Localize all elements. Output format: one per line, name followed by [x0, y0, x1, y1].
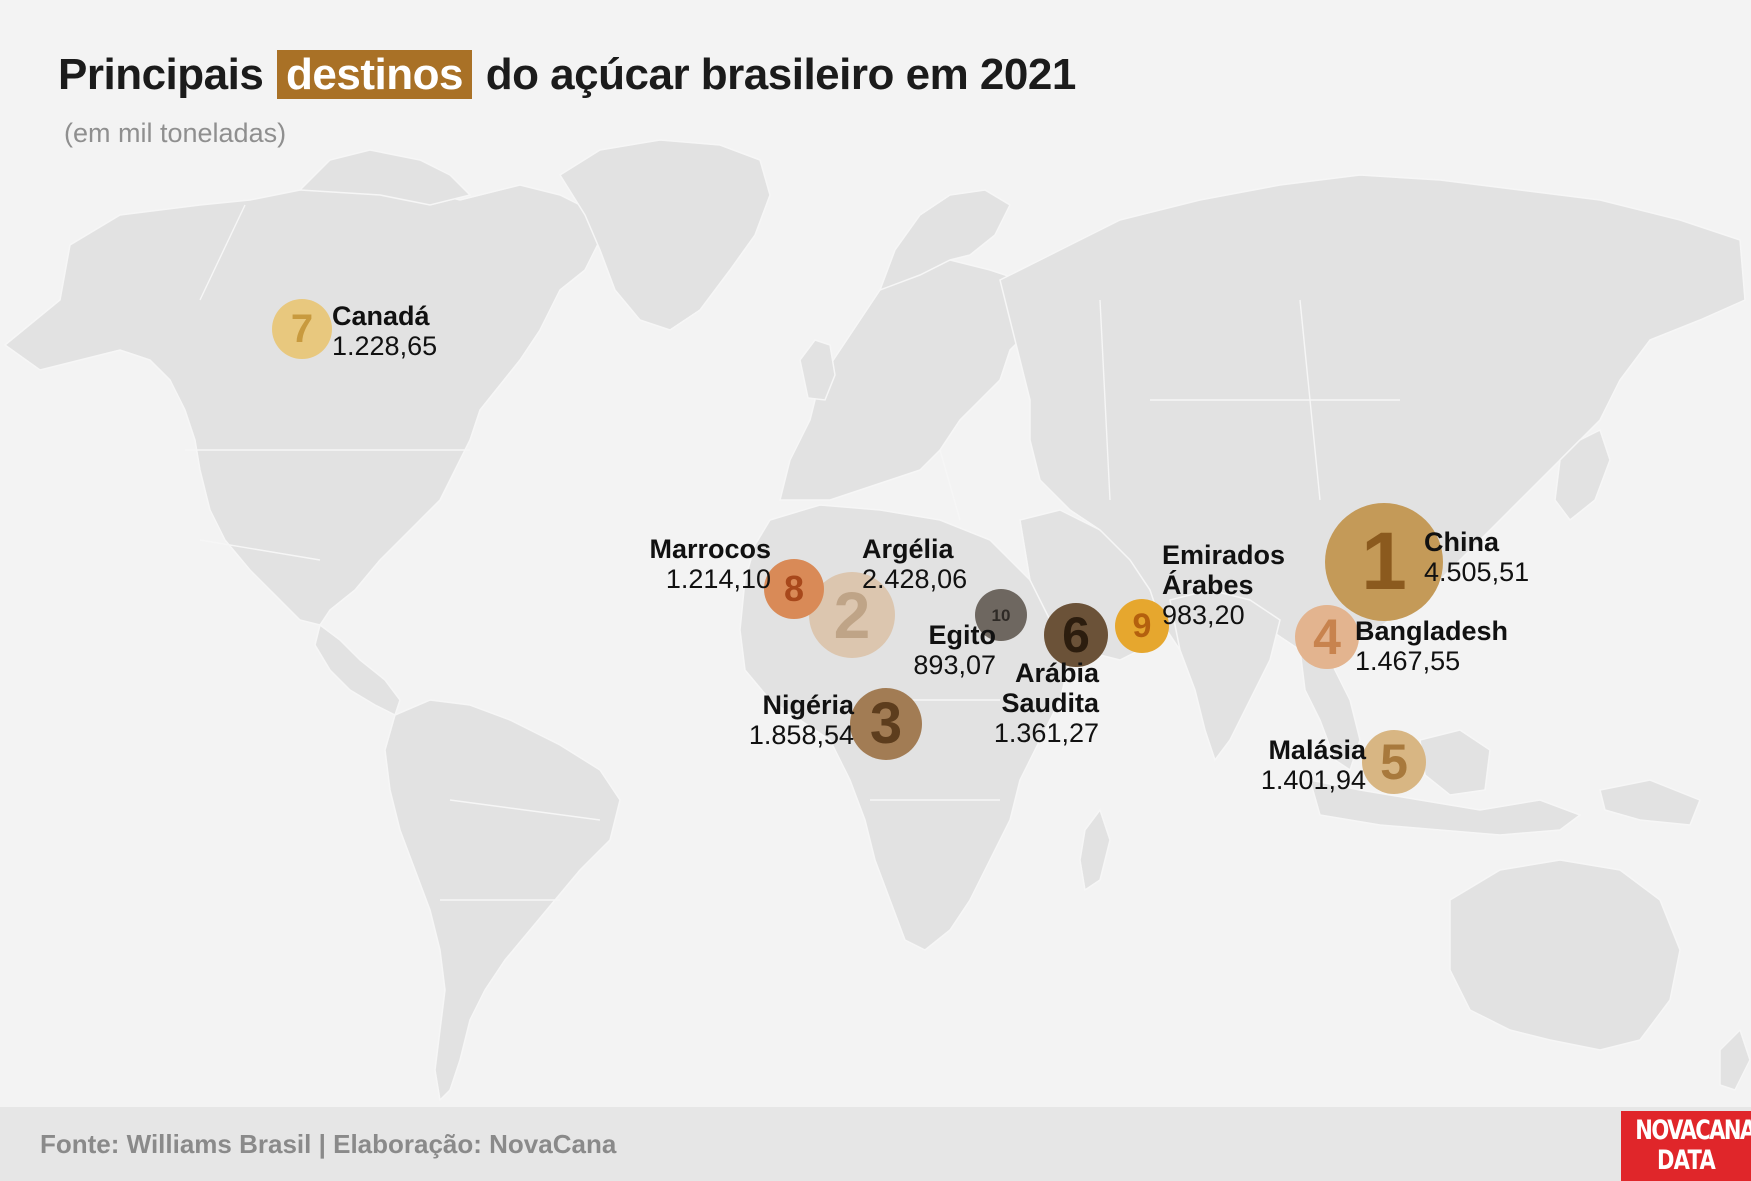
borneo-landmass	[1419, 729, 1491, 796]
country-name-line2: Árabes	[1162, 570, 1254, 601]
country-name: Canadá	[332, 301, 430, 331]
label-arabia-saudita: Arábia Saudita 1.361,27	[994, 658, 1099, 749]
country-value: 893,07	[913, 650, 996, 681]
india-landmass	[1169, 589, 1281, 762]
new-guinea-landmass	[1599, 779, 1701, 826]
source-credit: Fonte: Williams Brasil | Elaboração: Nov…	[40, 1129, 617, 1159]
country-name: Malásia	[1268, 735, 1366, 765]
rank-number: 1	[1361, 516, 1407, 607]
central-america-landmass	[314, 623, 401, 717]
label-nigeria: Nigéria 1.858,54	[749, 690, 854, 750]
bubble-rank-8-marrocos: 8	[764, 559, 824, 619]
rank-number: 7	[290, 307, 314, 351]
title-suffix: do açúcar brasileiro em 2021	[485, 50, 1077, 99]
country-name: Argélia	[862, 534, 954, 564]
asia-landmass	[999, 174, 1746, 661]
label-china: China 4.505,51	[1424, 527, 1529, 587]
rank-number: 2	[833, 578, 871, 652]
chart-title: Principais destinos do açúcar brasileiro…	[58, 50, 1076, 100]
rank-number: 8	[783, 568, 805, 609]
madagascar-landmass	[1079, 808, 1111, 892]
rank-number: 4	[1313, 609, 1341, 665]
label-emirados-arabes: Emirados Árabes 983,20	[1162, 540, 1285, 631]
scandinavia-landmass	[878, 189, 1011, 292]
country-name: Nigéria	[762, 690, 854, 720]
country-value: 1.401,94	[1260, 765, 1366, 796]
country-name-line1: Emirados	[1162, 540, 1286, 570]
australia-landmass	[1449, 859, 1681, 1051]
rank-number: 9	[1132, 607, 1152, 645]
bubble-rank-9-emirados-arabes: 9	[1115, 599, 1169, 653]
country-value: 1.361,27	[993, 718, 1099, 749]
country-value: 4.505,51	[1424, 557, 1530, 588]
title-highlight: destinos	[277, 50, 472, 99]
country-name: Marrocos	[649, 534, 771, 564]
uk-landmass	[799, 339, 836, 401]
new-zealand-landmass	[1719, 1028, 1751, 1091]
bubble-rank-10-egito: 10	[975, 589, 1027, 641]
bubble-rank-6-arabia-saudita: 6	[1044, 603, 1108, 667]
country-value: 1.467,55	[1355, 646, 1461, 677]
country-name: Bangladesh	[1355, 616, 1509, 646]
label-malasia: Malásia 1.401,94	[1261, 735, 1366, 795]
country-value: 1.228,65	[332, 331, 438, 362]
bubble-rank-4-bangladesh: 4	[1295, 605, 1359, 669]
bubble-rank-1-china: 1	[1325, 503, 1443, 621]
novacana-data-logo: NOVACANA DATA	[1621, 1111, 1751, 1181]
bubble-rank-5-malasia: 5	[1362, 730, 1426, 794]
bubble-rank-3-nigeria: 3	[850, 688, 922, 760]
rank-number: 10	[991, 605, 1011, 625]
country-borders	[185, 204, 1400, 901]
bubble-rank-7-canada: 7	[272, 299, 332, 359]
arctic-islands	[298, 149, 472, 206]
country-value: 983,20	[1162, 600, 1245, 631]
southeast-asia-landmass	[1299, 648, 1361, 772]
indonesia-landmass	[1308, 779, 1582, 836]
chart-subtitle: (em mil toneladas)	[64, 118, 287, 148]
japan-landmass	[1554, 428, 1611, 522]
country-name: Egito	[928, 620, 997, 650]
label-argelia: Argélia 2.428,06	[862, 534, 967, 594]
country-name: China	[1424, 527, 1500, 557]
country-value: 1.214,10	[665, 564, 771, 595]
rank-number: 3	[869, 691, 903, 756]
logo-line1: NOVACANA	[1635, 1115, 1751, 1146]
footer-bar: Fonte: Williams Brasil | Elaboração: Nov…	[0, 1107, 1751, 1181]
greenland-landmass	[558, 139, 771, 331]
label-marrocos: Marrocos 1.214,10	[649, 534, 771, 594]
title-prefix: Principais	[58, 50, 264, 99]
logo-line2: DATA	[1656, 1145, 1716, 1176]
country-name-line2: Saudita	[1001, 688, 1099, 719]
label-bangladesh: Bangladesh 1.467,55	[1355, 616, 1508, 676]
country-value: 2.428,06	[862, 564, 968, 595]
label-canada: Canadá 1.228,65	[332, 301, 437, 361]
rank-number: 5	[1380, 734, 1408, 790]
country-value: 1.858,54	[748, 720, 854, 751]
country-name-line1: Arábia	[1014, 658, 1099, 688]
rank-number: 6	[1062, 607, 1090, 663]
label-egito: Egito 893,07	[913, 620, 996, 680]
